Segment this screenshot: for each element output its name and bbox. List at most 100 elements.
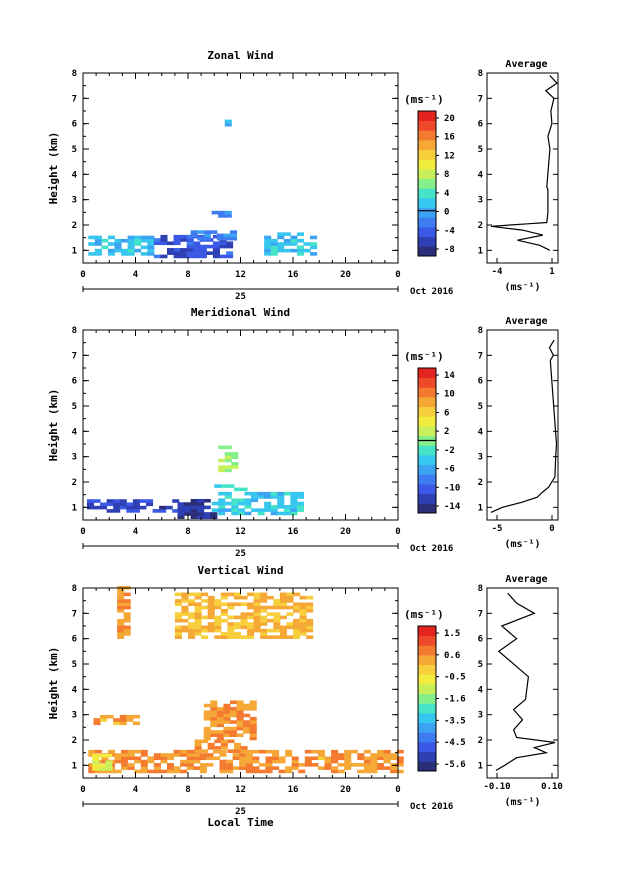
data-cell (277, 232, 285, 236)
data-cell (219, 763, 227, 767)
x-tick-label: 20 (340, 270, 351, 280)
data-cell (396, 769, 404, 774)
data-cell (233, 632, 241, 636)
average-y-tick-label: 6 (478, 635, 483, 645)
data-cell (203, 236, 211, 241)
data-cell (193, 254, 201, 259)
data-cell (223, 730, 231, 734)
data-cell (233, 625, 241, 630)
data-cell (273, 615, 281, 620)
colorbar-swatch (418, 484, 436, 495)
data-cell (236, 713, 244, 718)
data-cell (218, 210, 226, 215)
data-cell (181, 625, 189, 630)
data-cell (257, 495, 265, 499)
data-cell (390, 769, 398, 774)
data-cell (299, 602, 307, 607)
data-cell (194, 749, 202, 753)
data-cell (260, 632, 268, 636)
data-cell (227, 635, 235, 639)
data-cell (299, 625, 307, 630)
data-cell (216, 723, 224, 728)
data-cell (224, 458, 232, 463)
data-cell (121, 759, 129, 764)
data-cell (304, 756, 312, 761)
data-cell (240, 622, 248, 626)
data-cell (167, 763, 175, 767)
data-cell (123, 599, 131, 603)
data-cell (377, 749, 385, 754)
data-cell (277, 505, 285, 509)
data-cell (197, 505, 205, 510)
data-cell (207, 605, 215, 610)
data-cell (193, 766, 201, 770)
average-frame (486, 72, 559, 264)
x-tick-label: 8 (185, 785, 190, 795)
data-cell (186, 244, 194, 249)
data-cell (240, 749, 248, 753)
data-cell (180, 763, 188, 767)
data-cell (92, 757, 100, 761)
data-cell (210, 713, 218, 718)
data-cell (86, 502, 94, 507)
average-x-tick-label: 1 (549, 267, 554, 277)
data-cell (127, 245, 135, 250)
data-cell (218, 511, 226, 516)
data-cell (100, 718, 108, 722)
data-cell (239, 756, 247, 761)
colorbar-tick-label: 1.5 (444, 629, 460, 639)
data-cell (223, 726, 231, 731)
data-cell (199, 756, 207, 761)
data-cell (236, 723, 244, 728)
data-cell (236, 733, 244, 738)
data-cell (126, 509, 134, 513)
data-cell (212, 756, 220, 761)
data-cell (127, 749, 135, 754)
y-tick-label: 6 (72, 635, 77, 645)
data-cell (194, 746, 202, 750)
data-cell (114, 245, 122, 250)
data-cell (177, 512, 185, 516)
data-cell (277, 245, 285, 250)
colorbar-tick-label: 2 (444, 427, 449, 437)
data-cell (219, 244, 227, 249)
data-cell (249, 730, 257, 734)
data-cell (265, 759, 273, 764)
colorbar-tick-label: 6 (444, 408, 449, 418)
data-cell (251, 495, 259, 499)
data-cell (184, 502, 192, 506)
data-cell (224, 455, 232, 459)
average-y-tick-label: 2 (478, 221, 483, 231)
data-cell (291, 766, 299, 770)
x-tick-label: 8 (185, 527, 190, 537)
data-cell (218, 498, 226, 503)
data-cell (98, 763, 106, 768)
data-cell (220, 746, 228, 750)
data-cell (173, 241, 181, 246)
data-cell (207, 595, 215, 600)
data-cell (272, 766, 280, 770)
data-cell (93, 718, 101, 722)
data-cell (231, 508, 239, 512)
data-cell (247, 615, 255, 620)
data-cell (237, 508, 245, 512)
data-cell (92, 760, 100, 765)
data-cell (370, 756, 378, 761)
colorbar-swatch (418, 655, 436, 666)
panel-title: Meridional Wind (191, 306, 290, 319)
data-cell (310, 252, 318, 256)
data-cell (306, 602, 314, 607)
data-cell (194, 615, 202, 620)
colorbar-swatch (418, 455, 436, 466)
data-cell (174, 628, 182, 633)
data-cell (190, 498, 198, 503)
data-cell (199, 766, 207, 770)
data-cell (203, 233, 211, 238)
data-cell (216, 733, 224, 738)
data-cell (123, 632, 131, 636)
colorbar-swatch (418, 111, 436, 122)
colorbar-swatch (418, 713, 436, 724)
data-cell (174, 625, 182, 630)
data-cell (201, 625, 209, 630)
colorbar-tick-label: -10 (444, 483, 460, 493)
